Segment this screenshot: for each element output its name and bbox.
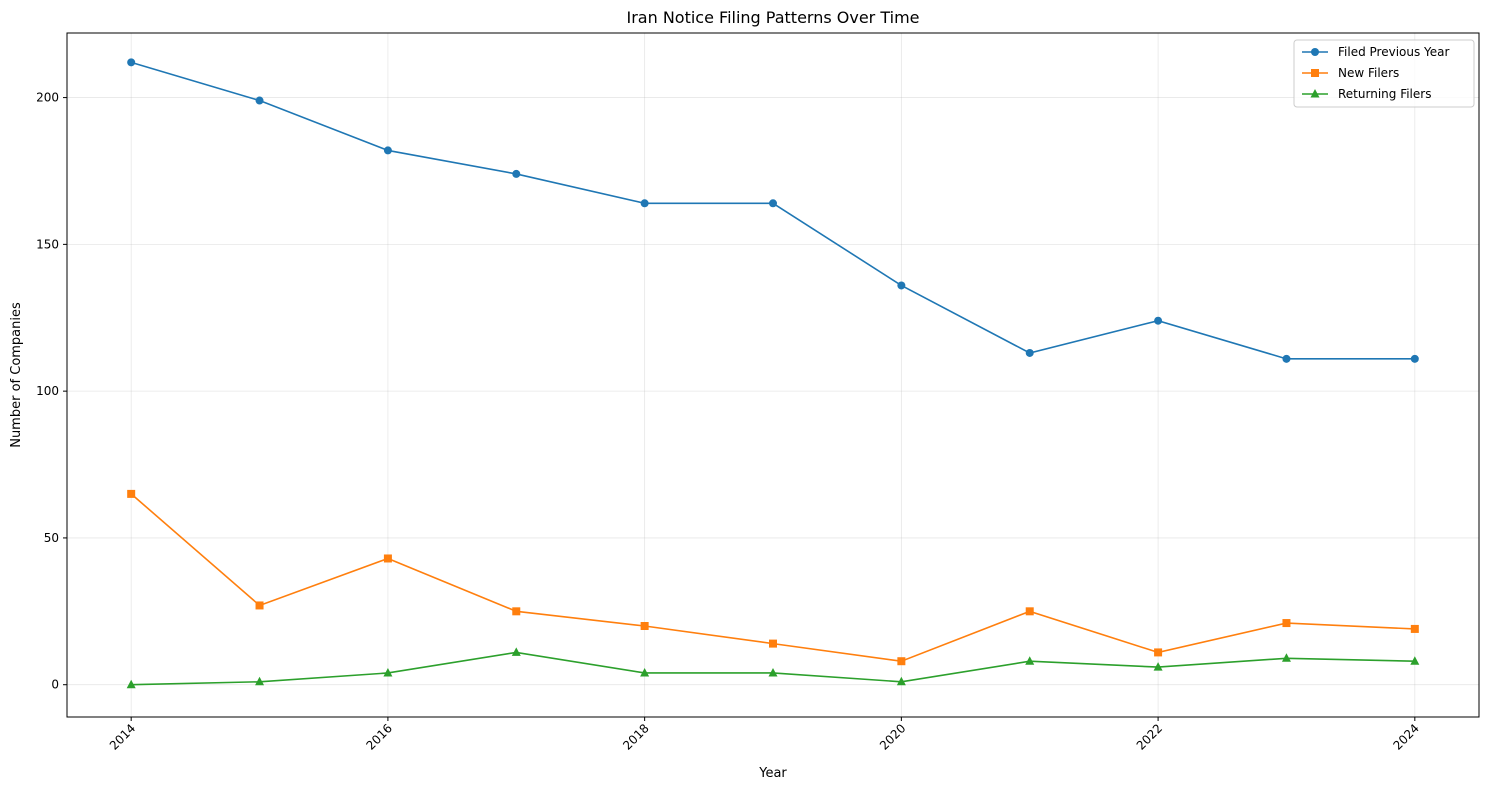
- data-point: [1154, 316, 1163, 325]
- x-tick-label: 2018: [620, 721, 651, 752]
- data-point: [1025, 656, 1035, 665]
- y-tick-label: 0: [51, 678, 59, 692]
- plot-frame: [66, 32, 1480, 718]
- data-point: [1153, 662, 1163, 671]
- data-point: [768, 667, 778, 677]
- data-point: [383, 667, 393, 677]
- axes: [66, 32, 1480, 718]
- data-point: [640, 199, 649, 208]
- data-point: [1281, 653, 1291, 662]
- grid-lines: [67, 33, 1479, 717]
- data-point: [127, 489, 136, 498]
- series-2: [126, 647, 1420, 689]
- series-line: [130, 61, 1415, 360]
- data-point: [1410, 354, 1419, 363]
- data-point: [126, 679, 136, 689]
- x-tick-label: 2020: [877, 721, 908, 752]
- data-point: [255, 601, 264, 610]
- x-tick-label: 2022: [1134, 721, 1165, 752]
- x-axis-label: Year: [758, 766, 787, 781]
- data-point: [127, 58, 136, 67]
- legend-swatch-marker: [1310, 89, 1320, 98]
- y-tick-label: 50: [44, 531, 59, 545]
- data-point: [640, 667, 650, 677]
- axis-ticks: 2014 2016 2018 2020 2022 2024 0 50 100 150 200: [36, 91, 1422, 753]
- x-tick-label: 2024: [1390, 721, 1421, 752]
- legend-swatch-marker: [1311, 69, 1319, 77]
- y-tick-label: 150: [36, 237, 59, 251]
- data-point: [640, 621, 649, 630]
- series-1: [127, 489, 1419, 666]
- data-point: [1410, 624, 1419, 633]
- data-point: [255, 96, 264, 105]
- legend-label: Returning Filers: [1338, 87, 1431, 101]
- legend-item: Filed Previous Year: [1302, 45, 1450, 59]
- chart-title: Iran Notice Filing Patterns Over Time: [627, 8, 920, 27]
- legend-item: New Filers: [1302, 66, 1399, 80]
- data-point: [383, 554, 392, 563]
- legend-label: Filed Previous Year: [1338, 45, 1450, 59]
- y-tick-label: 200: [36, 91, 59, 105]
- data-point: [769, 199, 777, 208]
- series-0: [127, 58, 1419, 363]
- data-point: [1410, 656, 1420, 665]
- legend-box: [1293, 39, 1475, 108]
- series-line: [130, 493, 1415, 663]
- data-point: [512, 169, 521, 178]
- legend-label: New Filers: [1338, 66, 1399, 80]
- data-point: [1025, 607, 1034, 616]
- data-point: [896, 676, 906, 686]
- data-point: [1282, 354, 1291, 363]
- data-point: [897, 281, 906, 290]
- data-point: [255, 676, 265, 686]
- data-point: [769, 639, 777, 648]
- legend-item: Returning Filers: [1302, 87, 1431, 101]
- x-tick-label: 2016: [364, 721, 395, 752]
- data-point: [512, 607, 521, 616]
- legend: Filed Previous Year New Filers Returning F…: [1293, 39, 1475, 108]
- data-point: [1282, 619, 1291, 628]
- series-lines: [126, 58, 1420, 689]
- data-point: [897, 657, 906, 666]
- data-point: [383, 146, 392, 155]
- x-tick-label: 2014: [107, 721, 138, 752]
- data-point: [1025, 348, 1034, 357]
- y-tick-label: 100: [36, 384, 59, 398]
- legend-swatch-marker: [1311, 48, 1319, 56]
- y-axis-label: Number of Companies: [9, 302, 24, 448]
- data-point: [511, 647, 521, 656]
- data-point: [1154, 648, 1163, 657]
